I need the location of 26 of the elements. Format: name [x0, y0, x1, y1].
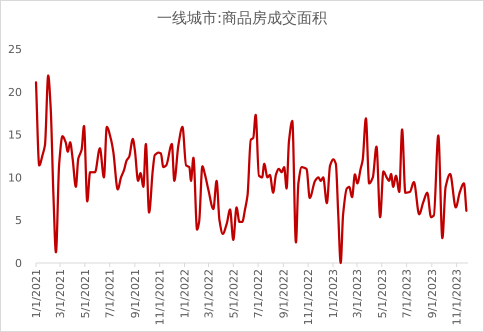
x-tick-label: 5/1/2022 — [227, 269, 240, 318]
x-tick-label: 1/1/2021 — [30, 269, 43, 318]
x-tick-label: 9/1/2022 — [277, 269, 290, 318]
y-tick-label: 20 — [8, 86, 22, 99]
x-tick-label: 3/1/2023 — [350, 269, 364, 318]
x-tick-label: 9/1/2021 — [128, 269, 142, 318]
line-series — [34, 74, 468, 264]
x-tick-label: 7/1/2022 — [252, 269, 266, 318]
x-tick-label: 11/1/2022 — [302, 269, 316, 326]
x-tick-label: 1/1/2023 — [326, 269, 340, 318]
y-tick-label: 15 — [8, 128, 22, 142]
x-tick-label: 1/1/2022 — [178, 269, 192, 318]
x-tick-label: 11/1/2021 — [154, 269, 167, 326]
x-tick-label: 5/1/2023 — [376, 269, 389, 318]
y-tick-label: 0 — [15, 257, 22, 270]
x-tick-label: 3/1/2022 — [202, 269, 216, 318]
chart-title: 一线城市:商品房成交面积 — [156, 9, 328, 27]
x-tick-label: 7/1/2023 — [400, 269, 414, 318]
x-tick-label: 9/1/2023 — [426, 269, 439, 318]
x-tick-label: 7/1/2021 — [104, 269, 117, 318]
y-tick-label: 25 — [8, 43, 22, 56]
x-tick-label: 3/1/2021 — [54, 269, 67, 318]
y-tick-label: 10 — [8, 171, 22, 184]
x-tick-label: 5/1/2021 — [78, 269, 92, 318]
y-tick-label: 5 — [15, 214, 22, 228]
x-tick-label: 11/1/2023 — [450, 269, 464, 326]
